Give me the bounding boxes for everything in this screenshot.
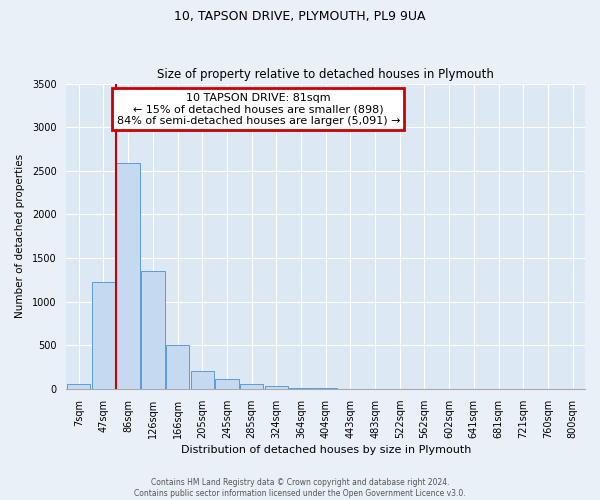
Bar — [265, 386, 288, 389]
Title: Size of property relative to detached houses in Plymouth: Size of property relative to detached ho… — [157, 68, 494, 81]
Text: Contains HM Land Registry data © Crown copyright and database right 2024.
Contai: Contains HM Land Registry data © Crown c… — [134, 478, 466, 498]
Text: 10, TAPSON DRIVE, PLYMOUTH, PL9 9UA: 10, TAPSON DRIVE, PLYMOUTH, PL9 9UA — [174, 10, 426, 23]
Bar — [141, 271, 164, 389]
Y-axis label: Number of detached properties: Number of detached properties — [15, 154, 25, 318]
Bar — [92, 282, 115, 389]
Bar — [116, 163, 140, 389]
Bar — [215, 379, 239, 389]
X-axis label: Distribution of detached houses by size in Plymouth: Distribution of detached houses by size … — [181, 445, 471, 455]
Bar — [191, 372, 214, 389]
Bar — [166, 345, 189, 389]
Bar — [67, 384, 91, 389]
Text: 10 TAPSON DRIVE: 81sqm
← 15% of detached houses are smaller (898)
84% of semi-de: 10 TAPSON DRIVE: 81sqm ← 15% of detached… — [116, 92, 400, 126]
Bar — [240, 384, 263, 389]
Bar — [289, 388, 313, 389]
